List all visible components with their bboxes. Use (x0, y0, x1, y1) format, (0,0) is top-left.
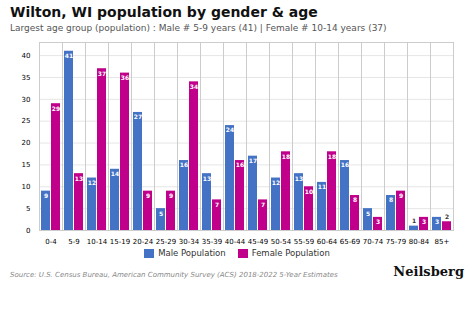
svg-text:41: 41 (65, 52, 73, 59)
svg-text:18: 18 (282, 153, 290, 160)
svg-text:3: 3 (376, 218, 380, 225)
svg-text:35: 35 (22, 74, 31, 82)
html-text:Male Population: Male Population (158, 248, 226, 258)
svg-text:55-59: 55-59 (294, 238, 314, 246)
html-text:Largest age group (population): Largest age group (population) : Male # … (10, 23, 387, 33)
svg-text:25-29: 25-29 (156, 238, 176, 246)
svg-text:16: 16 (236, 161, 244, 168)
svg-text:18: 18 (328, 153, 336, 160)
svg-text:24: 24 (226, 126, 234, 133)
svg-text:5: 5 (366, 210, 370, 217)
svg-text:12: 12 (88, 179, 96, 186)
svg-text:35-39: 35-39 (202, 238, 222, 246)
svg-text:30: 30 (22, 96, 31, 104)
svg-text:40-44: 40-44 (225, 238, 246, 246)
svg-text:10: 10 (22, 183, 31, 191)
svg-text:8: 8 (389, 196, 393, 203)
svg-text:3: 3 (435, 218, 439, 225)
svg-text:9: 9 (169, 192, 173, 199)
svg-text:29: 29 (52, 105, 60, 112)
svg-text:15: 15 (22, 161, 31, 169)
svg-text:75-79: 75-79 (386, 238, 406, 246)
svg-text:30-34: 30-34 (179, 238, 200, 246)
svg-text:16: 16 (180, 161, 188, 168)
svg-text:13: 13 (295, 175, 303, 182)
svg-text:70-74: 70-74 (363, 238, 384, 246)
svg-text:27: 27 (134, 113, 142, 120)
html-text:Female Population: Female Population (251, 248, 330, 258)
svg-text:34: 34 (190, 83, 198, 90)
svg-text:11: 11 (318, 183, 326, 190)
svg-text:16: 16 (341, 161, 349, 168)
svg-text:5-9: 5-9 (68, 238, 79, 246)
svg-text:45-49: 45-49 (248, 238, 268, 246)
svg-text:2: 2 (445, 213, 449, 220)
svg-text:0-4: 0-4 (45, 238, 57, 246)
html-text:Wilton, WI population by gende: Wilton, WI population by gender & age (10, 4, 318, 20)
svg-text:10: 10 (305, 188, 313, 195)
html-text:Neilsberg: Neilsberg (393, 264, 464, 279)
svg-text:7: 7 (215, 201, 219, 208)
svg-text:13: 13 (203, 175, 211, 182)
svg-text:5: 5 (26, 205, 30, 213)
svg-text:10-14: 10-14 (87, 238, 108, 246)
svg-text:65-69: 65-69 (340, 238, 360, 246)
svg-text:14: 14 (111, 170, 119, 177)
svg-text:20: 20 (22, 139, 31, 147)
svg-text:9: 9 (146, 192, 150, 199)
svg-text:37: 37 (98, 70, 106, 77)
svg-text:9: 9 (399, 192, 403, 199)
svg-text:17: 17 (249, 157, 257, 164)
svg-text:40: 40 (22, 52, 31, 60)
svg-text:36: 36 (121, 74, 129, 81)
svg-text:60-64: 60-64 (317, 238, 338, 246)
svg-text:5: 5 (159, 210, 163, 217)
svg-text:15-19: 15-19 (110, 238, 130, 246)
svg-text:12: 12 (272, 179, 280, 186)
svg-text:50-54: 50-54 (271, 238, 292, 246)
svg-text:80-84: 80-84 (409, 238, 430, 246)
svg-text:25: 25 (22, 117, 31, 125)
svg-text:85+: 85+ (435, 238, 450, 246)
svg-text:13: 13 (75, 175, 83, 182)
html-text:Source: U.S. Census Bureau, Am: Source: U.S. Census Bureau, American Com… (10, 271, 338, 279)
svg-text:0: 0 (26, 227, 30, 235)
svg-text:9: 9 (44, 192, 48, 199)
svg-text:8: 8 (353, 196, 357, 203)
svg-text:7: 7 (261, 201, 265, 208)
svg-text:3: 3 (422, 218, 426, 225)
svg-text:1: 1 (412, 217, 416, 224)
svg-text:20-24: 20-24 (133, 238, 154, 246)
